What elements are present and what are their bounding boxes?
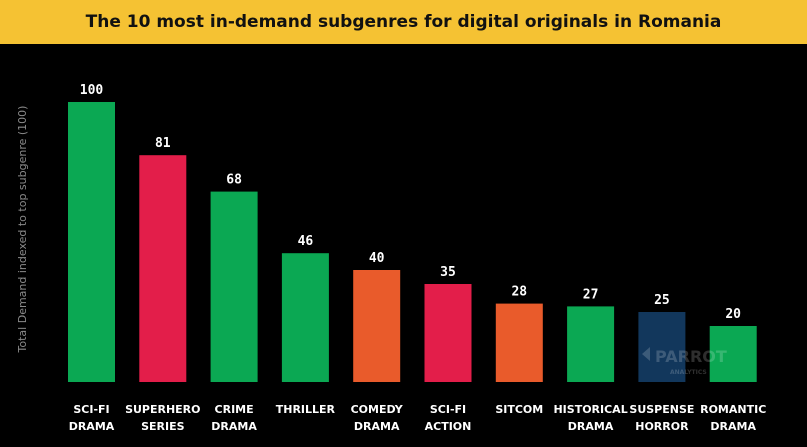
- category-label: SCI-FI: [73, 403, 109, 416]
- bar-value-label: 20: [725, 307, 741, 322]
- category-label: SERIES: [141, 420, 185, 433]
- category-label: HORROR: [635, 420, 689, 433]
- chart-title: The 10 most in-demand subgenres for digi…: [85, 12, 722, 32]
- category-label: COMEDY: [351, 403, 404, 416]
- watermark-subtext: ANALYTICS: [670, 369, 707, 376]
- category-label: DRAMA: [69, 420, 115, 433]
- bar-9: [709, 326, 757, 382]
- y-axis-label: Total Demand indexed to top subgenre (10…: [16, 106, 29, 354]
- category-label: SUSPENSE: [629, 403, 694, 416]
- bar-value-label: 68: [226, 173, 242, 188]
- bar-2: [210, 191, 258, 382]
- bar-value-label: 100: [80, 83, 104, 98]
- category-label: SITCOM: [495, 403, 543, 416]
- category-label: THRILLER: [276, 403, 336, 416]
- bar-4: [353, 270, 401, 382]
- bar-value-label: 27: [583, 287, 599, 302]
- parrot-analytics-watermark: PARROT ANALYTICS: [642, 347, 727, 376]
- parrot-logo-icon: [642, 347, 650, 361]
- category-label: DRAMA: [568, 420, 614, 433]
- category-label: DRAMA: [211, 420, 257, 433]
- bar-value-label: 81: [155, 136, 171, 151]
- bar-7: [567, 306, 615, 382]
- bar-value-label: 28: [511, 285, 527, 300]
- category-label: SUPERHERO: [125, 403, 200, 416]
- category-label: SCI-FI: [430, 403, 466, 416]
- bars-group: 100 SCI-FI DRAMA 81 SUPERHERO SERIES 68 CRIME DR…: [68, 83, 766, 433]
- bar-8: [638, 312, 686, 382]
- bar-0: [68, 102, 115, 382]
- bar-1: [139, 155, 187, 382]
- bar-3: [281, 253, 329, 382]
- bar-chart: Total Demand indexed to top subgenre (10…: [16, 83, 766, 433]
- bar-value-label: 25: [654, 293, 670, 308]
- watermark-text: PARROT: [655, 347, 727, 366]
- category-label: DRAMA: [710, 420, 756, 433]
- category-label: ROMANTIC: [700, 403, 766, 416]
- bar-value-label: 35: [440, 265, 456, 280]
- chart-title-bar: The 10 most in-demand subgenres for digi…: [0, 0, 807, 44]
- category-label: ACTION: [425, 420, 472, 433]
- category-label: CRIME: [215, 403, 254, 416]
- bar-value-label: 46: [298, 234, 314, 249]
- bar-5: [424, 284, 472, 382]
- category-label: DRAMA: [354, 420, 400, 433]
- bar-6: [495, 303, 543, 382]
- bar-value-label: 40: [369, 251, 385, 266]
- category-label: HISTORICAL: [553, 403, 627, 416]
